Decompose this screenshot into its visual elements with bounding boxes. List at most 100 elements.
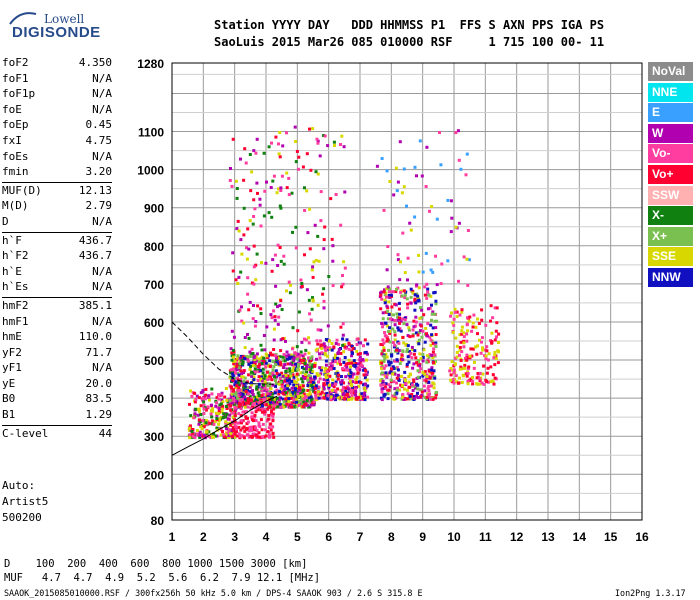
echo-point — [465, 353, 469, 357]
echo-point — [290, 363, 294, 367]
echo-point — [395, 376, 399, 380]
echo-point — [281, 397, 285, 401]
echo-point — [411, 383, 414, 387]
echo-point — [195, 408, 199, 411]
echo-point — [430, 205, 434, 208]
param-key: yF2 — [2, 345, 22, 359]
echo-point — [343, 190, 347, 194]
echo-point — [246, 416, 249, 420]
echo-point — [325, 346, 329, 350]
echo-point — [392, 397, 396, 401]
echo-point — [215, 413, 219, 417]
echo-point — [241, 362, 244, 366]
echo-point — [251, 403, 255, 406]
echo-point — [417, 270, 421, 274]
echo-point — [434, 299, 438, 303]
echo-point — [478, 382, 482, 386]
echo-point — [412, 352, 416, 356]
echo-point — [202, 425, 206, 429]
echo-point — [282, 254, 286, 258]
echo-point — [341, 337, 345, 341]
echo-point — [253, 413, 257, 417]
echo-point — [287, 400, 291, 403]
echo-point — [296, 352, 300, 356]
echo-point — [278, 246, 282, 249]
echo-point — [420, 174, 424, 178]
echo-point — [301, 384, 305, 388]
echo-point — [493, 363, 497, 367]
echo-point — [309, 318, 313, 322]
echo-point — [217, 417, 221, 421]
echo-point — [209, 409, 213, 413]
echo-point — [383, 298, 387, 302]
echo-point — [394, 166, 398, 170]
echo-point — [393, 323, 397, 327]
echo-point — [250, 383, 254, 387]
echo-point — [288, 378, 292, 382]
echo-point — [322, 299, 326, 303]
echo-point — [379, 379, 383, 383]
echo-point — [252, 378, 256, 382]
echo-point — [252, 215, 256, 218]
echo-point — [288, 401, 292, 405]
echo-point — [419, 324, 423, 328]
echo-point — [283, 379, 287, 383]
x-tick-label: 14 — [573, 530, 587, 544]
echo-point — [278, 304, 282, 308]
echo-point — [304, 373, 307, 376]
echo-point — [417, 253, 421, 257]
echo-point — [434, 396, 438, 400]
echo-point — [429, 268, 433, 272]
echo-point — [396, 326, 400, 330]
echo-point — [493, 376, 497, 380]
echo-point — [278, 377, 282, 380]
echo-point — [425, 282, 429, 286]
echo-point — [404, 379, 407, 382]
echo-point — [349, 371, 353, 375]
echo-point — [216, 406, 220, 410]
echo-point — [243, 381, 246, 385]
echo-point — [486, 366, 490, 370]
echo-point — [410, 392, 414, 396]
echo-point — [323, 134, 327, 138]
param-key: foF1 — [2, 71, 29, 85]
echo-point — [211, 407, 215, 411]
echo-point — [301, 371, 305, 375]
echo-point — [267, 377, 271, 381]
echo-point — [485, 345, 489, 349]
echo-point — [494, 329, 498, 333]
echo-point — [360, 363, 364, 367]
echo-point — [385, 339, 389, 343]
echo-point — [285, 367, 289, 371]
echo-point — [339, 362, 343, 366]
echo-point — [236, 388, 240, 392]
echo-point — [263, 386, 267, 390]
echo-point — [401, 335, 405, 339]
echo-point — [482, 382, 486, 386]
echo-point — [237, 383, 241, 387]
param-key: h`F — [2, 233, 22, 247]
echo-point — [385, 295, 388, 299]
echo-point — [299, 350, 303, 354]
echo-point — [400, 397, 404, 401]
echo-point — [418, 352, 422, 356]
echo-point — [467, 258, 471, 262]
echo-point — [350, 396, 354, 400]
echo-point — [431, 381, 435, 385]
echo-point — [257, 423, 261, 427]
x-tick-label: 7 — [357, 530, 364, 544]
echo-point — [332, 140, 336, 144]
echo-point — [288, 372, 292, 376]
echo-point — [251, 364, 255, 367]
echo-point — [363, 376, 367, 380]
echo-point — [299, 278, 303, 282]
echo-point — [237, 373, 241, 377]
echo-point — [487, 352, 491, 356]
echo-point — [268, 365, 272, 369]
param-value: N/A — [92, 361, 112, 375]
param-separator — [2, 181, 112, 183]
echo-point — [355, 375, 359, 379]
y-tick-label: 900 — [144, 202, 164, 216]
echo-point — [323, 352, 327, 355]
header-row-1: Station YYYY DAY DDD HHMMSS P1 FFS S AXN… — [214, 18, 605, 32]
